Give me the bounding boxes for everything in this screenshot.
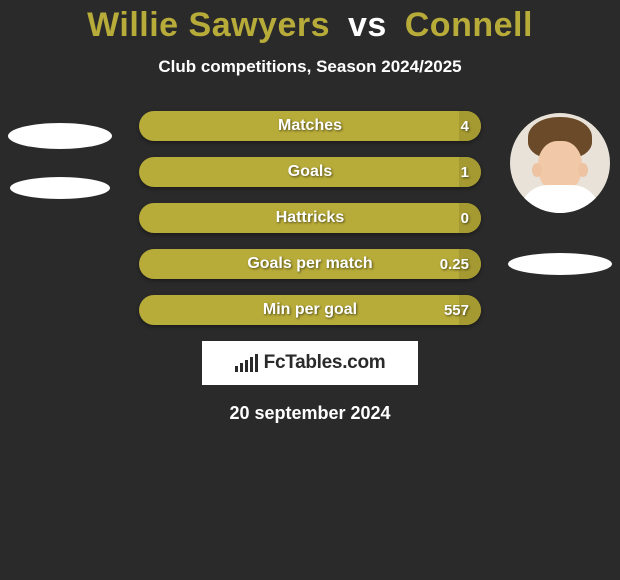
player1-avatar-placeholder-2 bbox=[10, 177, 110, 199]
player1-avatar-column bbox=[0, 111, 120, 199]
season-subtitle: Club competitions, Season 2024/2025 bbox=[0, 57, 620, 77]
stat-label: Min per goal bbox=[139, 295, 481, 325]
stat-value-right: 557 bbox=[444, 295, 469, 325]
stat-value-right: 1 bbox=[461, 157, 469, 187]
player2-avatar bbox=[510, 113, 610, 213]
stat-bar-matches: Matches 4 bbox=[139, 111, 481, 141]
branding-box: FcTables.com bbox=[202, 341, 418, 385]
player2-avatar-column bbox=[500, 111, 620, 275]
stat-value-right: 4 bbox=[461, 111, 469, 141]
stat-bar-min-per-goal: Min per goal 557 bbox=[139, 295, 481, 325]
stat-bars: Matches 4 Goals 1 Hattricks 0 Goals per … bbox=[139, 111, 481, 325]
stat-value-right: 0.25 bbox=[440, 249, 469, 279]
stat-bar-goals: Goals 1 bbox=[139, 157, 481, 187]
vs-text: vs bbox=[348, 6, 387, 44]
player2-club-placeholder bbox=[508, 253, 612, 275]
player1-avatar-placeholder-1 bbox=[8, 123, 112, 149]
stat-bar-goals-per-match: Goals per match 0.25 bbox=[139, 249, 481, 279]
stat-label: Hattricks bbox=[139, 203, 481, 233]
stat-label: Goals bbox=[139, 157, 481, 187]
snapshot-date: 20 september 2024 bbox=[0, 403, 620, 424]
player2-name: Connell bbox=[405, 6, 533, 44]
branding-bars-icon bbox=[235, 354, 258, 372]
stat-label: Matches bbox=[139, 111, 481, 141]
comparison-content: Matches 4 Goals 1 Hattricks 0 Goals per … bbox=[0, 111, 620, 424]
stat-bar-hattricks: Hattricks 0 bbox=[139, 203, 481, 233]
stat-value-right: 0 bbox=[461, 203, 469, 233]
branding-text: FcTables.com bbox=[264, 352, 386, 374]
player1-name: Willie Sawyers bbox=[87, 6, 330, 44]
stat-label: Goals per match bbox=[139, 249, 481, 279]
comparison-title: Willie Sawyers vs Connell bbox=[0, 0, 620, 45]
